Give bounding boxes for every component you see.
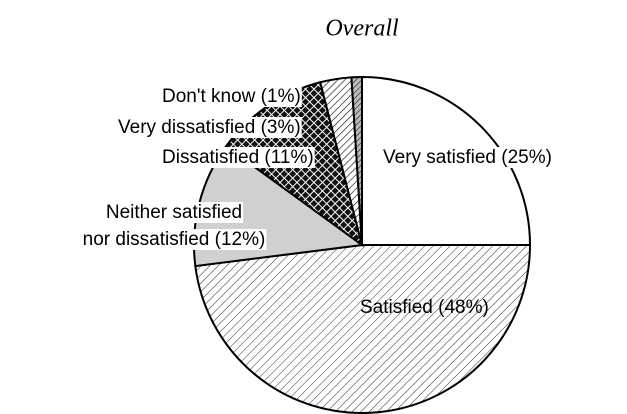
slice-label: nor dissatisfied (12%) xyxy=(83,229,266,250)
label-background xyxy=(104,202,244,224)
label-background xyxy=(382,147,553,169)
slice-label: Dissatisfied (11%) xyxy=(162,147,314,168)
slice-label: Very dissatisfied (3%) xyxy=(118,117,301,138)
label-background xyxy=(117,117,302,139)
pie-slice xyxy=(194,244,532,414)
slice-label: Neither satisfied xyxy=(106,202,242,223)
slice-label: Satisfied (48%) xyxy=(360,297,489,318)
slice-label: Don't know (1%) xyxy=(162,86,301,107)
label-background xyxy=(161,86,302,108)
pie-slice xyxy=(350,75,363,246)
label-background xyxy=(81,229,267,251)
label-background xyxy=(161,147,315,169)
slice-label: Very satisfied (25%) xyxy=(383,147,552,168)
chart-title: Overall xyxy=(325,16,399,42)
